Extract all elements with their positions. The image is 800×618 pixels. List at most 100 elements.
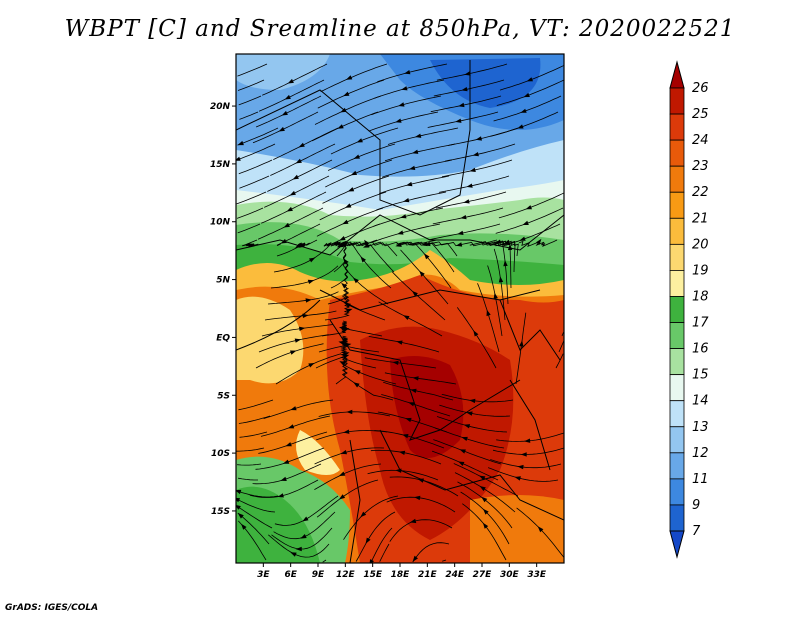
streamline (379, 175, 450, 194)
streamline-arrow (345, 203, 352, 208)
streamline (477, 283, 500, 353)
streamline (364, 357, 437, 369)
streamline-arrow (241, 523, 247, 530)
streamline-arrow (307, 279, 315, 284)
streamline-arrow (405, 417, 412, 423)
streamline (454, 472, 516, 513)
streamline (343, 287, 386, 321)
streamline-arrow (353, 382, 360, 388)
lat-tick-label: 5N (216, 276, 230, 286)
cold-core-ne-inner (430, 58, 541, 108)
streamline-arrow (298, 142, 305, 148)
streamline (261, 324, 334, 337)
streamline-arrow (455, 118, 462, 123)
streamline-arrow (517, 124, 524, 129)
streamline-arrow (344, 303, 351, 308)
streamline (270, 143, 336, 176)
streamline (427, 111, 499, 128)
streamline-arrow (290, 350, 297, 355)
streamline (377, 63, 448, 83)
streamline-arrow (461, 87, 468, 92)
streamline (496, 79, 564, 106)
streamline (438, 175, 510, 193)
streamline-arrow (466, 183, 473, 188)
lat-tick-label: 15S (211, 507, 230, 517)
streamline (370, 527, 393, 563)
lon-tick-label: 15E (363, 570, 383, 580)
streamline (249, 479, 319, 498)
lat-tick-label: EQ (216, 333, 230, 343)
southwest-yellow (296, 430, 340, 475)
streamline-arrow (353, 277, 359, 284)
streamline (493, 241, 509, 305)
colorbar-label: 16 (692, 342, 709, 357)
streamline (453, 463, 519, 497)
streamline-arrows (236, 70, 544, 563)
streamline (516, 507, 564, 559)
colorbar: 26 25 24 23 22 21 20 19 18 17 16 15 14 13 12 11 9 7 (669, 60, 709, 559)
streamline-arrow (278, 126, 285, 132)
streamline (384, 143, 456, 162)
streamline (274, 495, 339, 526)
streamline-arrow (236, 497, 241, 503)
lon-tick-label: 33E (527, 570, 547, 580)
colorbar-band (669, 217, 685, 245)
streamline (430, 95, 502, 113)
streamline-arrow (479, 475, 486, 481)
streamline (237, 512, 270, 545)
colorbar-label: 13 (692, 420, 709, 435)
streamline-arrow (392, 360, 399, 365)
colorbar-label: 15 (692, 368, 709, 383)
streamline-arrow (338, 471, 346, 476)
streamline (343, 366, 394, 401)
streamline-arrow (403, 198, 410, 203)
streamline (371, 95, 442, 116)
streamline (456, 307, 497, 369)
streamline (268, 534, 330, 558)
streamline-arrow (337, 124, 344, 129)
streamline-arrow (402, 434, 409, 439)
streamline-arrow (295, 158, 302, 164)
lat-tick-label: 20N (210, 102, 231, 112)
colorbar-label: 9 (692, 498, 700, 513)
streamline-arrow (423, 253, 430, 260)
streamline-arrow (481, 496, 488, 503)
streamline-arrow (419, 270, 425, 277)
streamline (378, 301, 443, 337)
colorbar-label: 7 (692, 524, 701, 539)
streamline (238, 95, 262, 106)
streamline-arrow (281, 110, 288, 116)
streamline-arrow (469, 398, 476, 404)
streamline-arrow (350, 170, 358, 176)
streamline-arrow (236, 156, 241, 161)
streamline-arrow (479, 486, 486, 492)
streamline-arrow (524, 438, 531, 443)
streamline-arrow (341, 282, 348, 289)
streamline (499, 64, 564, 91)
streamline (368, 111, 439, 132)
colorbar-label: 18 (692, 289, 709, 304)
streamline-arrow (289, 190, 296, 196)
streamline (241, 239, 259, 247)
streamline-arrow (403, 315, 410, 320)
streamline-arrow (295, 546, 302, 552)
streamline-arrow (412, 376, 419, 381)
streamline (264, 175, 330, 208)
streamline-arrow (517, 464, 524, 470)
streamline-arrow (286, 206, 293, 212)
streamline-arrow (464, 71, 471, 76)
streamline-arrow (519, 236, 526, 241)
streamline (237, 506, 273, 529)
streamline-arrow (280, 238, 287, 244)
streamline-arrow (295, 243, 302, 248)
streamline (493, 248, 506, 321)
streamline (316, 479, 379, 518)
streamline (436, 416, 508, 433)
streamline (374, 430, 445, 449)
streamline (258, 334, 329, 353)
streamline (368, 336, 440, 353)
streamline (445, 143, 516, 162)
colorbar-label: 23 (692, 159, 709, 174)
streamline-arrow (343, 429, 350, 434)
streamline-arrow (503, 239, 510, 244)
